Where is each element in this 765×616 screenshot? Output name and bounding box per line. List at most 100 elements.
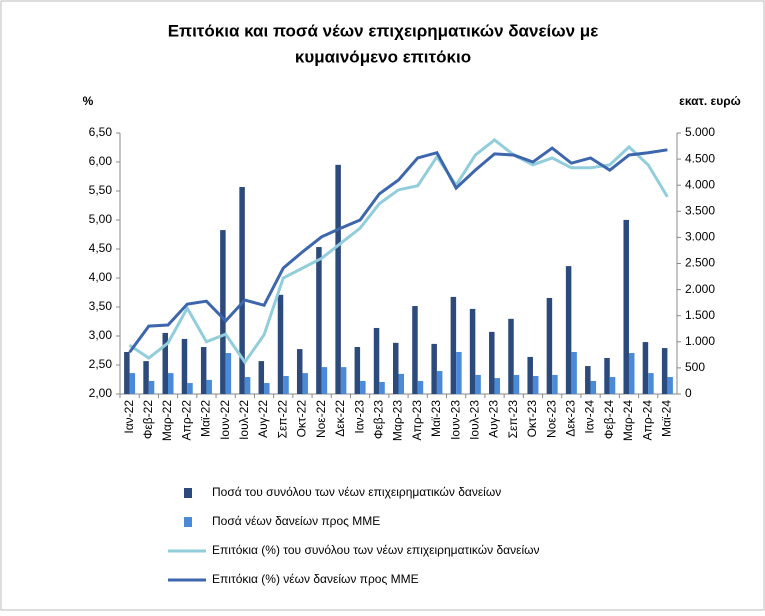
bar [661,348,668,394]
bar [244,377,251,394]
x-tick-label: Οκτ-23 [525,400,539,438]
bar [642,342,649,394]
bar [648,373,654,394]
y-tick-label: 5,00 [89,212,113,226]
x-tick-label: Ιαν-23 [352,400,366,434]
bar [667,377,673,394]
bar [475,374,481,394]
y-tick-label: 3,00 [89,328,113,342]
bar [513,374,520,394]
legend-label: Επιτόκια (%) του συνόλου των νέων επιχει… [212,543,540,557]
x-tick-label: Αυγ-23 [487,400,501,438]
line [128,146,668,354]
bar [239,187,245,394]
y2-tick-label: 3.000 [685,230,715,244]
y-tick-label: 6,50 [89,125,113,139]
y-tick-label: 6,00 [89,154,113,168]
bar [469,308,476,394]
line [128,138,669,365]
y2-tick-label: 1.500 [685,308,715,322]
chart-title: κυμαινόμενο επιτόκιο [295,47,471,66]
bar [264,383,270,394]
bar [412,306,418,394]
bar [187,383,193,394]
bar [623,219,629,394]
bar [148,380,155,394]
bar [393,342,399,394]
x-tick-label: Ιουλ-23 [467,400,481,440]
bar [604,357,610,394]
bar [225,353,232,394]
y2-tick-label: 5.000 [685,125,715,139]
y-tick-label: 5,50 [89,183,113,197]
bar [571,351,577,394]
y-tick-label: 4,00 [89,270,113,284]
bar [335,164,341,394]
bar [124,351,130,394]
bar [340,367,347,394]
y-tick-label: 3,50 [89,299,113,313]
y2-tick-label: 2.000 [685,282,715,296]
x-tick-label: Ιαν-22 [122,400,136,434]
x-tick-label: Φεβ-24 [602,400,616,439]
x-tick-label: Νοε-22 [314,400,328,438]
x-tick-label: Δεκ-22 [333,400,347,437]
x-tick-label: Δεκ-23 [564,400,578,437]
y2-tick-label: 4.000 [685,177,715,191]
bar [277,294,284,394]
bar [494,378,501,394]
x-tick-label: Ιαν-24 [583,400,597,434]
bar [436,371,443,394]
legend-label: Ποσά νέων δανείων προς ΜΜΕ [212,514,380,528]
bar [628,353,635,394]
bar [565,266,572,394]
x-tick-label: Σεπ-22 [275,400,289,439]
chart-title: Επιτόκια και ποσά νέων επιχειρηματικών δ… [168,21,599,40]
y2-tick-label: 500 [685,360,705,374]
x-tick-label: Απρ-24 [640,400,654,441]
bar [585,366,591,394]
x-tick-label: Σεπ-23 [506,400,520,439]
x-tick-label: Νοε-23 [544,400,558,438]
x-tick-label: Μαϊ-22 [199,400,213,437]
bar [552,374,558,394]
x-tick-label: Φεβ-22 [141,400,155,439]
bar [532,375,539,394]
bar [206,379,212,394]
bar [283,375,289,394]
y2-tick-label: 2.500 [685,256,715,270]
y-axis-label: % [83,94,94,108]
bar [398,373,404,394]
x-tick-label: Φεβ-23 [371,400,385,439]
legend-swatch [184,517,192,527]
bar [200,347,207,394]
bar [431,343,437,394]
bar [546,297,553,394]
legend-label: Ποσά του συνόλου των νέων επιχειρηματικώ… [212,485,501,499]
y2-tick-label: 0 [685,386,692,400]
bar [354,347,361,394]
x-tick-label: Αυγ-22 [256,400,270,438]
bar [373,327,380,394]
bar [456,351,462,394]
bar [450,296,457,394]
x-tick-label: Μαρ-24 [621,400,635,441]
bar [321,367,328,394]
x-tick-label: Απρ-22 [179,400,193,441]
bar [162,332,169,394]
bar [489,331,495,394]
bar [508,318,514,394]
bar [302,373,308,394]
bar [609,377,616,394]
bar [379,381,385,394]
x-tick-label: Οκτ-22 [295,400,309,438]
y2-tick-label: 3.500 [685,203,715,217]
legend-swatch [184,488,192,498]
y2-tick-label: 4.500 [685,151,715,165]
bar [129,373,136,394]
bar [181,338,188,394]
bar [258,361,265,394]
y-tick-label: 4,50 [89,241,113,255]
